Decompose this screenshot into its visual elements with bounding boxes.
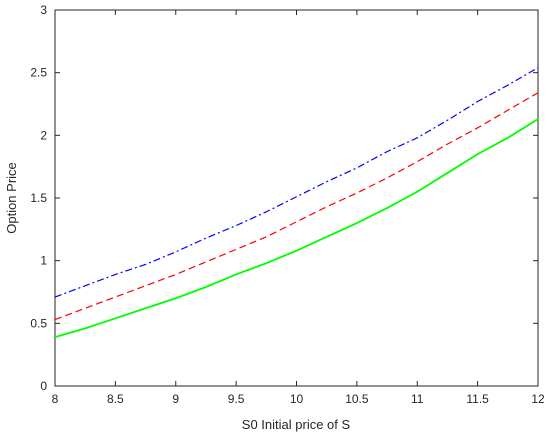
y-tick-label: 2.5	[30, 66, 47, 80]
x-tick-label: 10.5	[345, 392, 369, 406]
x-tick-label: 8.5	[107, 392, 124, 406]
y-axis-label: Option Price	[4, 162, 19, 234]
series-line-dash-dot	[54, 67, 539, 298]
y-tick-label: 2	[40, 128, 47, 142]
series-layer	[54, 67, 539, 338]
x-tick-label: 9.5	[228, 392, 245, 406]
series-line-dashed	[54, 92, 539, 321]
series-line-solid	[54, 118, 539, 338]
y-axis-ticks: 0 0.5 1 1.5 2 2.5 3	[30, 3, 538, 393]
y-tick-label: 1	[40, 254, 47, 268]
x-axis-label: S0 Initial price of S	[242, 417, 351, 432]
x-tick-label: 9	[172, 392, 179, 406]
x-tick-label: 11.5	[466, 392, 489, 406]
x-tick-label: 10	[290, 392, 304, 406]
y-tick-label: 0.5	[30, 316, 47, 330]
plot-area	[54, 9, 539, 387]
x-tick-label: 8	[52, 392, 59, 406]
y-tick-label: 3	[40, 3, 47, 17]
y-tick-label: 1.5	[30, 191, 47, 205]
y-tick-label: 0	[40, 379, 47, 393]
x-axis-ticks: 8 8.5 9 9.5 10 10.5 11 11.5 12	[52, 10, 545, 406]
x-tick-label: 11	[411, 392, 424, 406]
x-tick-label: 12	[531, 392, 545, 406]
